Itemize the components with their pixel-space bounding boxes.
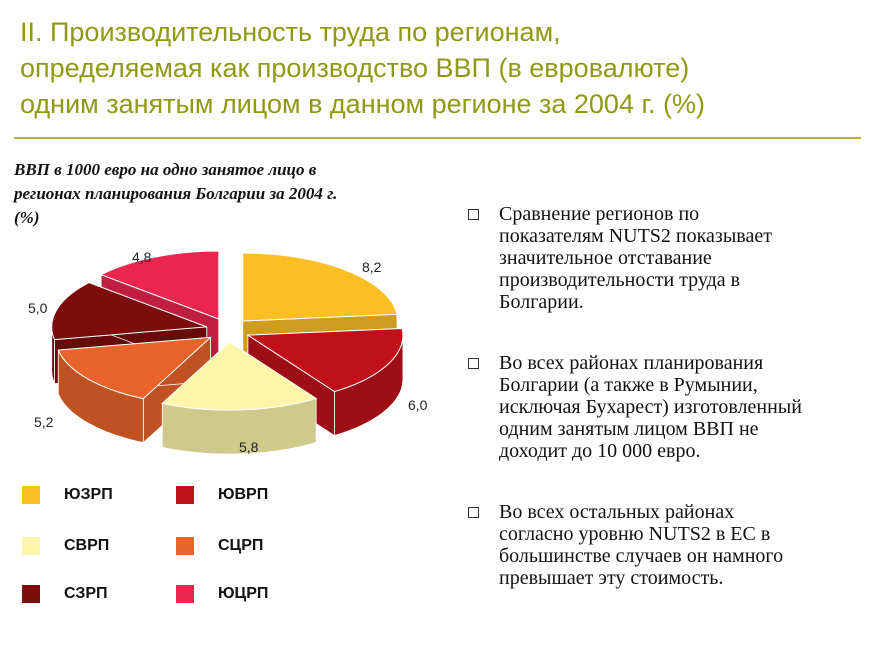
legend-label: ЮЗРП: [64, 486, 113, 503]
pie-value-label: 6,0: [408, 397, 428, 413]
pie-slice-top: [246, 327, 404, 393]
chart-title-line: (%): [14, 208, 40, 227]
bullet-text-line: Во всех остальных районах: [499, 501, 735, 523]
bullet-text-line: согласно уровню NUTS2 в ЕС в: [499, 523, 771, 545]
legend-label: СЗРП: [64, 585, 108, 602]
pie-value-label: 5,8: [239, 439, 259, 455]
bullet-text-line: Болгарии (а также в Румынии,: [499, 374, 758, 396]
bullet-text-line: Болгарии.: [499, 291, 584, 313]
pie-value-label: 5,0: [28, 300, 48, 316]
pie-slice-top: [242, 252, 398, 322]
square-bullet-icon: [468, 209, 479, 220]
bullet-text-line: большинстве случаев он намного: [499, 545, 784, 567]
bullet-text-line: производительности труда в: [499, 269, 741, 291]
legend-item-yuzrp: ЮЗРП: [22, 484, 113, 506]
chart-legend: ЮЗРП ЮВРП СВРП СЦРП СЗРП ЮЦРП: [22, 484, 322, 614]
bullet-item: Во всех районах планирования Болгарии (а…: [466, 352, 802, 462]
legend-item-yuvrp: ЮВРП: [176, 484, 268, 506]
legend-item-sctsrp: СЦРП: [176, 535, 263, 557]
legend-label: ЮЦРП: [218, 585, 269, 602]
pie-slice-top: [99, 250, 220, 320]
legend-item-szrp: СЗРП: [22, 583, 108, 605]
legend-swatch: [176, 537, 194, 555]
bullet-text-line: Во всех районах планирования: [499, 352, 764, 374]
chart-title: ВВП в 1000 евро на одно занятое лицо в р…: [14, 158, 434, 230]
legend-label: СВРП: [64, 537, 110, 554]
legend-item-svrp: СВРП: [22, 535, 109, 557]
bullet-text-line: Сравнение регионов по: [499, 203, 700, 225]
bullet-text-line: превышает эту стоимость.: [499, 567, 724, 589]
legend-swatch: [176, 486, 194, 504]
page-title: II. Производительность труда по регионам…: [20, 14, 860, 122]
pie-value-label: 4,8: [132, 249, 152, 265]
bullet-text-line: значительное отставание: [499, 247, 712, 269]
legend-item-yutsrp: ЮЦРП: [176, 583, 268, 605]
bullet-text-line: доходит до 10 000 евро.: [499, 440, 701, 462]
legend-label: ЮВРП: [218, 486, 269, 503]
chart-title-line: ВВП в 1000 евро на одно занятое лицо в: [14, 160, 317, 179]
pie-slice-top: [51, 282, 207, 341]
pie-slice: [57, 336, 212, 444]
legend-swatch: [22, 537, 40, 555]
bullet-item: Сравнение регионов по показателям NUTS2 …: [466, 203, 772, 313]
page-title-line: одним занятым лицом в данном регионе за …: [20, 89, 706, 119]
bullet-text-line: показателям NUTS2 показывает: [499, 225, 772, 247]
page-title-line: определяемая как производство ВВП (в евр…: [20, 53, 690, 83]
legend-swatch: [22, 486, 40, 504]
legend-swatch: [176, 585, 194, 603]
bullet-item: Во всех остальных районах согласно уровн…: [466, 501, 783, 589]
pie-slice-top: [57, 336, 212, 400]
square-bullet-icon: [468, 507, 479, 518]
pie-value-label: 8,2: [362, 259, 382, 275]
pie-slice: [161, 341, 318, 455]
legend-swatch: [22, 585, 40, 603]
square-bullet-icon: [468, 358, 479, 369]
page-title-line: II. Производительность труда по регионам…: [20, 17, 561, 47]
bullet-text-line: одним занятым лицом ВВП не: [499, 418, 759, 440]
legend-label: СЦРП: [218, 537, 264, 554]
title-divider: [14, 137, 861, 139]
chart-title-line: регионах планирования Болгарии за 2004 г…: [14, 184, 338, 203]
bullet-text-line: исключая Бухарест) изготовленный: [499, 396, 802, 418]
pie-value-label: 5,2: [34, 414, 54, 430]
pie-slice-top: [161, 341, 318, 411]
